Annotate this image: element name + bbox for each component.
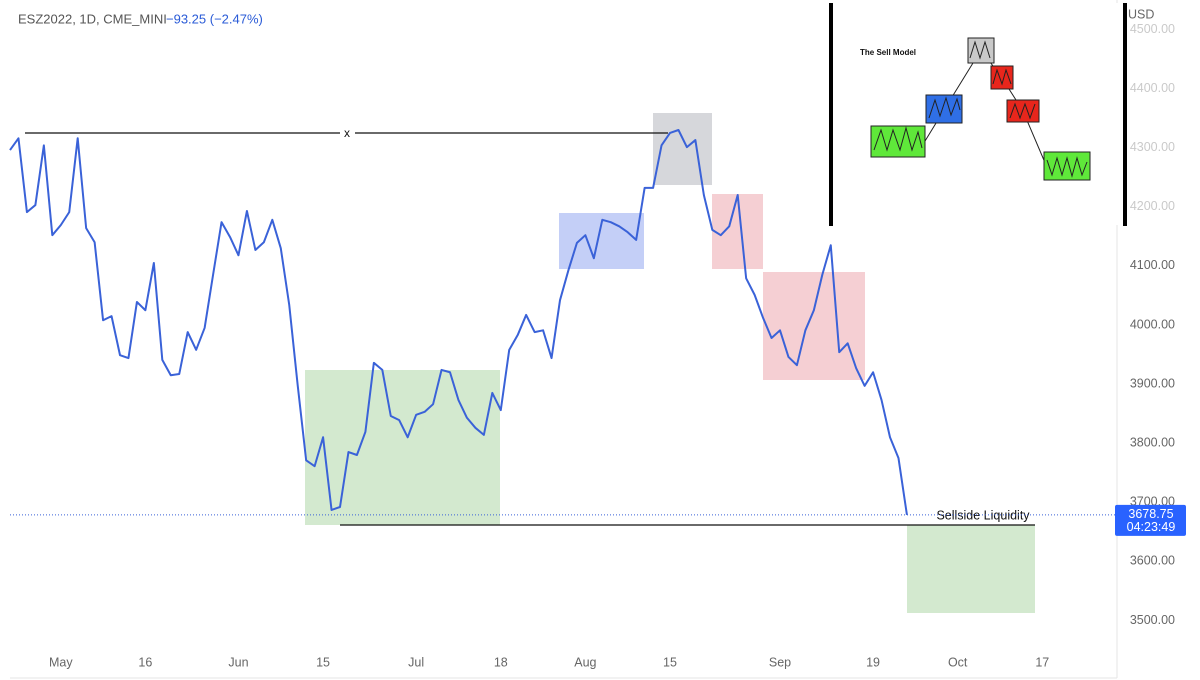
level-marker: x <box>344 126 350 140</box>
inset-zigzag <box>969 40 991 60</box>
countdown-label: 04:23:49 <box>1127 520 1176 534</box>
red-zone <box>763 272 865 380</box>
liquidity-label: Sellside Liquidity <box>936 508 1030 522</box>
x-tick-label: Jul <box>408 655 424 669</box>
inset-zigzag <box>928 96 961 119</box>
x-tick-label: 15 <box>316 655 330 669</box>
red-zone <box>712 194 763 269</box>
y-tick-label: 3800.00 <box>1130 435 1175 449</box>
x-tick-label: 17 <box>1035 655 1049 669</box>
last-price-box <box>1115 504 1186 536</box>
target-zone <box>907 525 1035 613</box>
x-tick-label: 15 <box>663 655 677 669</box>
x-tick-label: May <box>49 655 73 669</box>
inset-zigzag <box>992 68 1012 86</box>
x-tick-label: 16 <box>138 655 152 669</box>
y-tick-label: 3500.00 <box>1130 613 1175 627</box>
y-tick-label: 3900.00 <box>1130 376 1175 390</box>
x-tick-label: Jun <box>228 655 248 669</box>
chart-title: ESZ2022, 1D, CME_MINI <box>18 11 167 26</box>
y-tick-label: 4500.00 <box>1130 22 1175 36</box>
inset-box <box>1043 151 1091 181</box>
price-line <box>9 129 908 515</box>
gray-zone <box>653 113 712 185</box>
y-tick-label: 4400.00 <box>1130 81 1175 95</box>
inset-background <box>831 3 1126 225</box>
inset-zigzag <box>1009 102 1036 120</box>
x-tick-label: Aug <box>574 655 596 669</box>
inset-zigzag <box>1046 156 1088 178</box>
x-tick-label: 19 <box>866 655 880 669</box>
last-price-label: 3678.75 <box>1128 507 1173 521</box>
y-tick-label: 4100.00 <box>1130 258 1175 272</box>
inset-box <box>990 65 1014 90</box>
unit-label: USD <box>1128 7 1154 21</box>
x-tick-label: Sep <box>769 655 791 669</box>
inset-box <box>870 125 926 158</box>
y-tick-label: 4200.00 <box>1130 199 1175 213</box>
x-tick-label: Oct <box>948 655 968 669</box>
inset: The Sell Model <box>829 3 1127 226</box>
y-tick-label: 4300.00 <box>1130 140 1175 154</box>
y-tick-label: 3600.00 <box>1130 554 1175 568</box>
chart-subtitle: −93.25 (−2.47%) <box>166 11 263 26</box>
y-tick-label: 4000.00 <box>1130 317 1175 331</box>
accumulation-zone <box>305 370 500 525</box>
series-layer <box>9 129 1117 516</box>
x-tick-label: 18 <box>494 655 508 669</box>
inset-zigzag <box>873 126 923 152</box>
inset-title: The Sell Model <box>860 48 916 57</box>
